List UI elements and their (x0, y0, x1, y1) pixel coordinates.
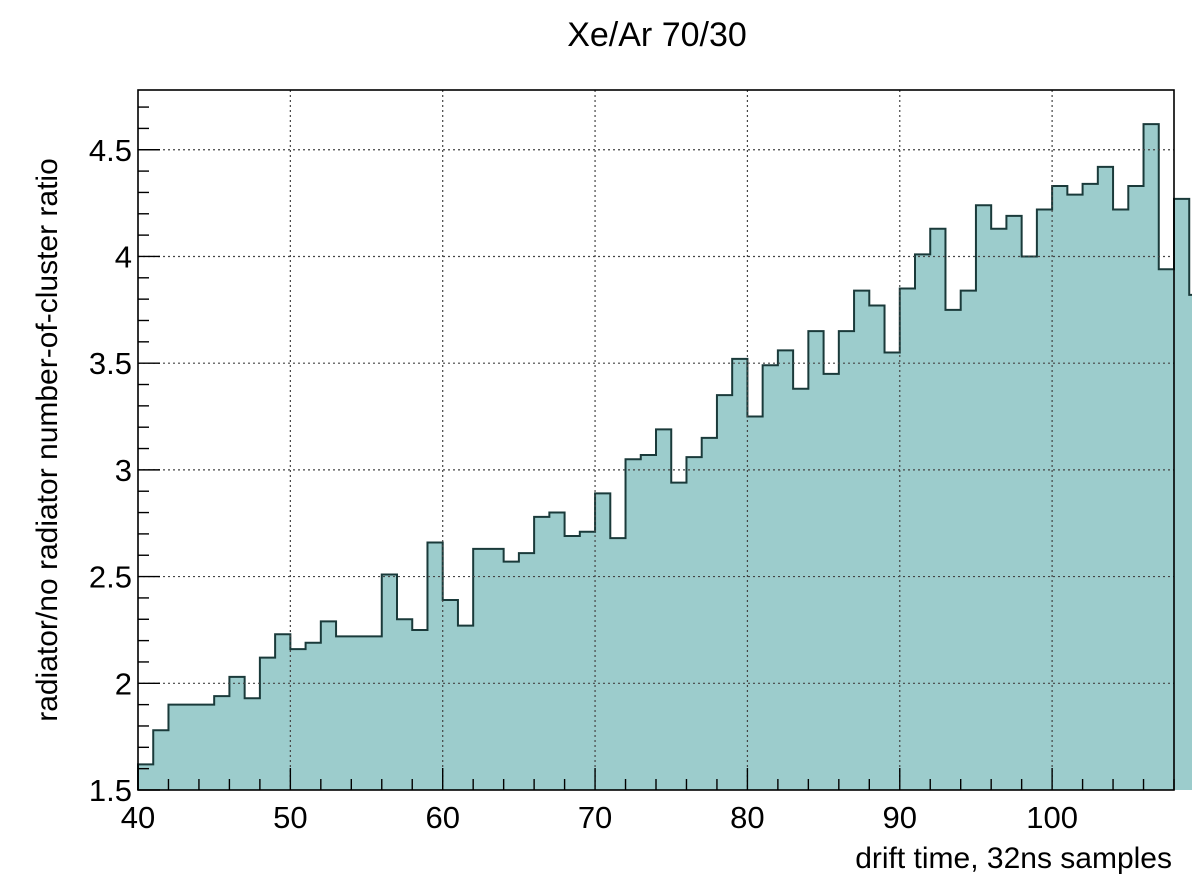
histogram-bar (1174, 198, 1190, 791)
histogram-bar (244, 698, 261, 790)
histogram-bar (457, 625, 474, 790)
histogram-bar (366, 636, 383, 790)
histogram-bar (747, 416, 764, 790)
histogram-bar (671, 482, 688, 790)
histogram-bar (686, 457, 703, 790)
histogram-bar (884, 352, 901, 790)
histogram-bar (610, 538, 627, 790)
histogram-bar (214, 696, 231, 790)
x-axis-title: drift time, 32ns samples (855, 842, 1172, 875)
histogram-bar (351, 636, 368, 790)
histogram-bar (336, 636, 352, 790)
y-tick-label: 2 (115, 666, 132, 701)
histogram-bar (701, 437, 718, 790)
x-tick-label: 80 (730, 800, 764, 835)
histogram-bar (320, 621, 337, 790)
histogram-bar (397, 619, 413, 790)
histogram-bar (305, 642, 322, 790)
histogram-bar (488, 548, 505, 790)
x-tick-label: 40 (121, 800, 155, 835)
histogram-bar (275, 634, 291, 790)
x-tick-label: 50 (273, 800, 307, 835)
y-tick-label: 1.5 (89, 773, 132, 808)
histogram-bar (1052, 186, 1068, 790)
histogram-bar (229, 676, 246, 790)
histogram-bar (899, 288, 916, 790)
histogram-bar (518, 553, 535, 790)
histogram-bar (823, 373, 840, 790)
histogram-bar (1097, 166, 1114, 790)
histogram-bar (640, 454, 657, 790)
x-tick-label: 100 (1026, 800, 1078, 835)
histogram-bar (945, 309, 962, 790)
histogram-bar (153, 730, 170, 790)
histogram-bar (1021, 256, 1038, 791)
histogram-bar (427, 542, 444, 790)
histogram-bar (1006, 215, 1023, 791)
histogram-bar (259, 657, 276, 790)
histogram-bar (290, 649, 307, 790)
histogram-bar (168, 704, 185, 790)
x-tick-label: 70 (578, 800, 612, 835)
histogram-outline (137, 123, 1192, 790)
histogram-bar (854, 290, 870, 790)
histogram-bar (503, 561, 520, 790)
y-tick-label: 3.5 (89, 346, 132, 381)
histogram-bar (991, 228, 1008, 791)
histogram-bar (473, 548, 490, 790)
histogram-bar (975, 205, 992, 790)
histogram-bar (579, 531, 596, 790)
histogram-bar (534, 516, 550, 790)
histogram-bar (198, 704, 215, 790)
y-tick-label: 4.5 (89, 133, 132, 168)
histogram-bar (762, 365, 779, 790)
histogram-bar (1067, 194, 1084, 790)
histogram-bar (838, 331, 855, 790)
histogram-bar (930, 228, 947, 791)
histogram-bar (183, 704, 200, 790)
histogram-bar (915, 254, 931, 790)
histogram-bar (1128, 186, 1145, 790)
histogram-bar (595, 493, 611, 790)
histogram-bar (869, 305, 886, 790)
histogram-bar (1082, 183, 1099, 790)
histogram-bar (777, 350, 794, 790)
histogram-bar (1158, 269, 1175, 790)
histogram-bar (138, 764, 154, 790)
histogram-bar (960, 290, 977, 790)
histogram-bar (808, 331, 825, 790)
y-tick-label: 2.5 (89, 560, 132, 595)
histogram-bar (442, 600, 459, 790)
histogram-bar (1189, 294, 1192, 790)
histogram-bar (716, 395, 733, 790)
histogram-bar (564, 536, 581, 790)
histogram-bar (625, 459, 642, 790)
histogram-bar (412, 629, 429, 790)
histogram-bar (381, 574, 398, 790)
histogram-bar (549, 512, 566, 790)
histogram-bar (656, 429, 672, 790)
histogram-bar (1143, 124, 1160, 790)
x-tick-label: 60 (425, 800, 459, 835)
histogram-bar (732, 358, 749, 790)
histogram-bar (793, 388, 809, 790)
plot-area: 40 50 60 70 80 90 100 1.5 2 2.5 3 3.5 4 4.5 (89, 89, 1192, 835)
y-tick-label: 4 (115, 239, 132, 274)
y-axis-title: radiator/no radiator number-of-cluster r… (31, 158, 64, 722)
chart-title: Xe/Ar 70/30 (567, 16, 747, 54)
histogram-bar (1113, 209, 1129, 790)
x-tick-label: 90 (883, 800, 917, 835)
y-tick-label: 3 (115, 453, 132, 488)
histogram-bar (1036, 209, 1053, 790)
